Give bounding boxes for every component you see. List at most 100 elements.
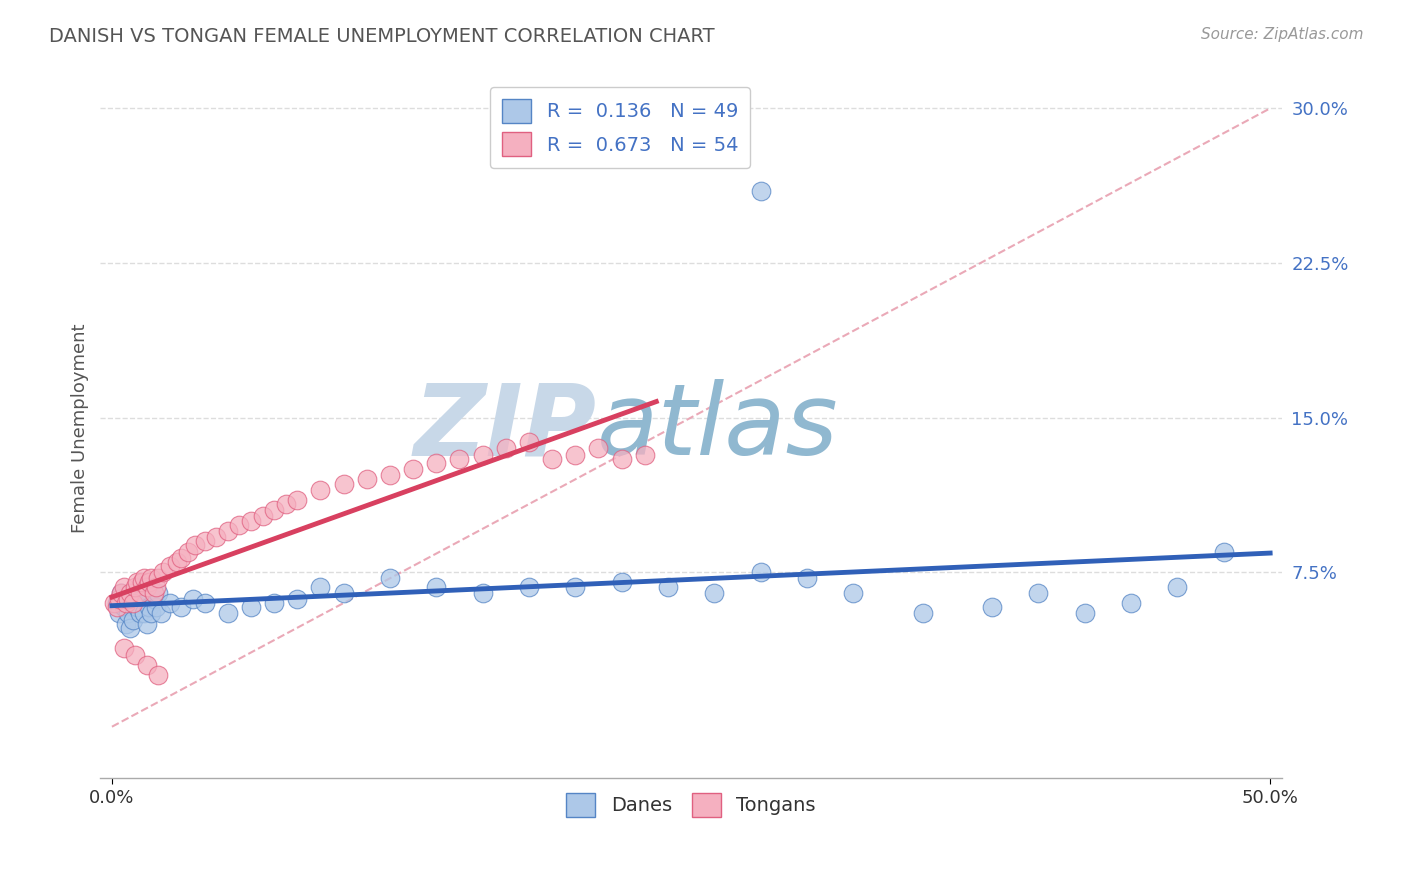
Point [564, 448, 586, 462]
Point [495, 442, 517, 456]
Point [135, 657, 157, 672]
Point [145, 580, 167, 594]
Point [152, 565, 174, 579]
Point [981, 600, 1004, 615]
Point [541, 451, 564, 466]
Point [148, 571, 170, 585]
Point [110, 586, 132, 600]
Point [1166, 580, 1188, 594]
Point [657, 580, 679, 594]
Point [138, 575, 160, 590]
Point [239, 514, 262, 528]
Point [184, 538, 207, 552]
Point [159, 596, 181, 610]
Text: atlas: atlas [596, 379, 838, 476]
Point [134, 607, 156, 621]
Point [703, 586, 725, 600]
Point [108, 591, 131, 606]
Point [425, 580, 447, 594]
Point [114, 596, 136, 610]
Text: ZIP: ZIP [413, 379, 596, 476]
Point [378, 571, 401, 585]
Point [1121, 596, 1143, 610]
Point [1028, 586, 1050, 600]
Point [471, 448, 494, 462]
Point [120, 586, 142, 600]
Text: DANISH VS TONGAN FEMALE UNEMPLOYMENT CORRELATION CHART: DANISH VS TONGAN FEMALE UNEMPLOYMENT COR… [49, 27, 714, 45]
Point [149, 607, 172, 621]
Point [402, 462, 425, 476]
Point [217, 607, 239, 621]
Point [135, 580, 157, 594]
Point [131, 591, 153, 606]
Point [263, 596, 285, 610]
Point [120, 621, 142, 635]
Point [142, 591, 165, 606]
Point [124, 648, 146, 662]
Point [128, 586, 150, 600]
Point [117, 607, 139, 621]
Point [194, 596, 217, 610]
Point [108, 607, 131, 621]
Point [517, 580, 540, 594]
Point [105, 596, 128, 610]
Point [274, 497, 297, 511]
Point [425, 456, 447, 470]
Text: Source: ZipAtlas.com: Source: ZipAtlas.com [1201, 27, 1364, 42]
Point [228, 517, 250, 532]
Point [134, 571, 156, 585]
Point [749, 184, 772, 198]
Point [634, 448, 657, 462]
Point [177, 544, 200, 558]
Point [141, 607, 163, 621]
Point [181, 591, 204, 606]
Point [309, 580, 332, 594]
Point [138, 600, 160, 615]
Point [127, 575, 149, 590]
Point [166, 555, 188, 569]
Point [124, 596, 146, 610]
Point [263, 503, 285, 517]
Point [309, 483, 332, 497]
Point [332, 586, 354, 600]
Point [114, 616, 136, 631]
Point [356, 472, 378, 486]
Point [128, 607, 150, 621]
Point [194, 534, 217, 549]
Point [141, 571, 163, 585]
Point [148, 586, 170, 600]
Point [517, 435, 540, 450]
Point [749, 565, 772, 579]
Point [105, 600, 128, 615]
Point [842, 586, 865, 600]
Point [588, 442, 610, 456]
Point [127, 600, 149, 615]
Point [112, 600, 135, 615]
Point [170, 600, 193, 615]
Point [159, 558, 181, 573]
Point [1212, 544, 1234, 558]
Point [285, 591, 308, 606]
Point [142, 586, 165, 600]
Point [121, 613, 143, 627]
Point [145, 600, 167, 615]
Point [110, 586, 132, 600]
Point [124, 580, 146, 594]
Point [378, 468, 401, 483]
Legend: Danes, Tongans: Danes, Tongans [558, 785, 824, 824]
Point [217, 524, 239, 538]
Point [332, 476, 354, 491]
Point [148, 668, 170, 682]
Point [449, 451, 471, 466]
Point [131, 575, 153, 590]
Point [112, 641, 135, 656]
Point [117, 591, 139, 606]
Point [252, 509, 274, 524]
Point [112, 580, 135, 594]
Point [610, 451, 633, 466]
Point [471, 586, 494, 600]
Point [610, 575, 633, 590]
Point [285, 493, 308, 508]
Point [796, 571, 818, 585]
Point [135, 616, 157, 631]
